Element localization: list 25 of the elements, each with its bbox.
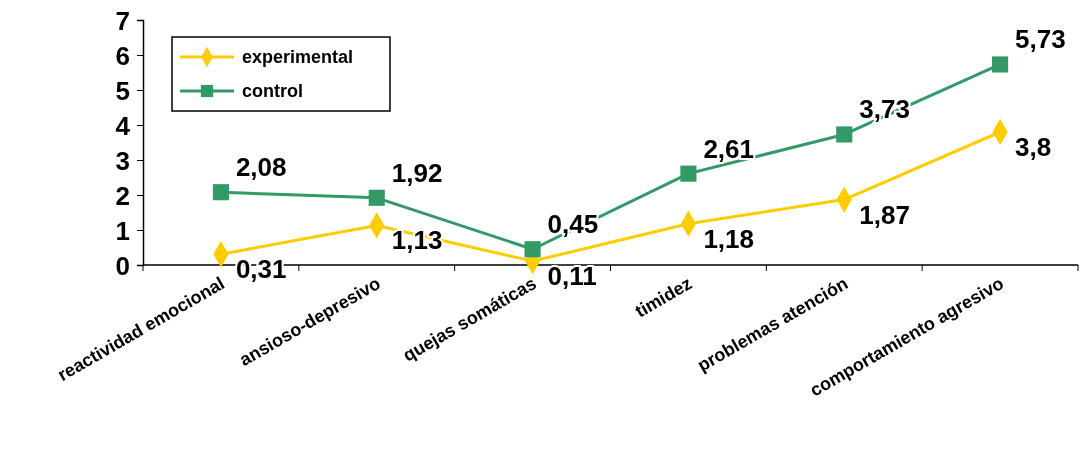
data-label: 2,08 <box>235 152 287 183</box>
data-label: 1,87 <box>859 199 910 230</box>
point <box>836 126 853 143</box>
data-label: 1,13 <box>391 225 443 256</box>
y-tick-label: 7 <box>115 5 130 36</box>
data-label: 0,11 <box>547 261 597 292</box>
y-tick-label: 2 <box>115 180 130 211</box>
data-label: 3,8 <box>1015 132 1052 162</box>
point <box>992 56 1009 73</box>
legend-label: experimental <box>242 47 354 67</box>
data-label: 2,61 <box>703 133 755 164</box>
point <box>212 184 229 201</box>
y-tick-label: 6 <box>115 40 130 71</box>
y-tick-label: 5 <box>115 75 130 106</box>
legend-label: control <box>242 81 303 101</box>
data-label: 1,18 <box>703 223 755 254</box>
y-tick-label: 4 <box>115 110 131 141</box>
data-label: 1,92 <box>391 157 443 188</box>
point <box>680 165 697 182</box>
point <box>368 189 385 206</box>
y-tick-label: 1 <box>115 215 130 246</box>
y-tick-label: 0 <box>115 250 130 281</box>
data-label: 5,73 <box>1015 24 1066 55</box>
point <box>524 241 541 258</box>
y-tick-label: 3 <box>115 145 130 176</box>
